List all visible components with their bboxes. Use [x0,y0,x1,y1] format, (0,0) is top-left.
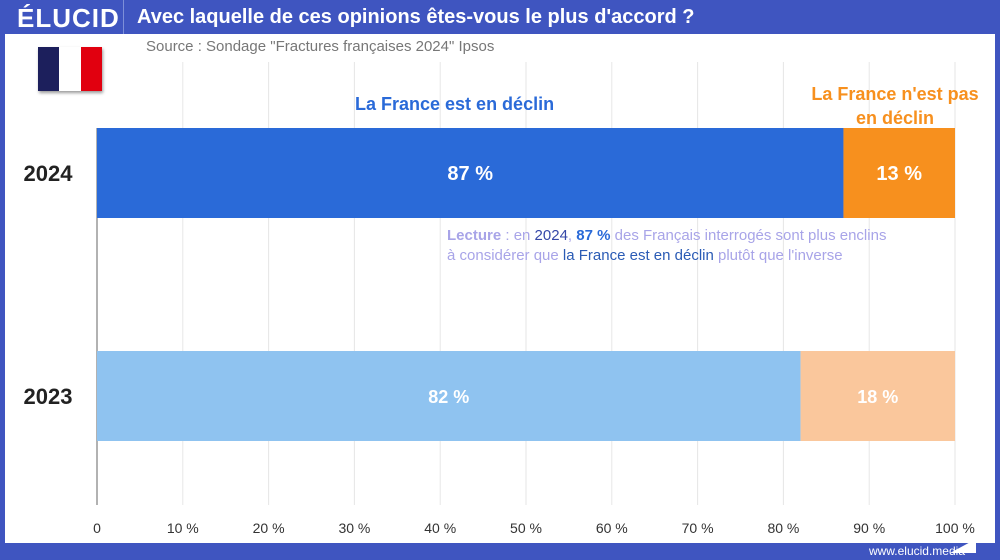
x-tick-label: 80 % [767,520,799,536]
bar-segment [97,128,844,218]
data-label: 87 % [447,163,493,185]
legend-pas-declin: La France n'est pas en déclin [811,84,979,128]
note-part: à considérer que [447,247,563,264]
x-tick-label: 90 % [853,520,885,536]
chart-panel [5,34,995,543]
data-label: 18 % [857,387,898,407]
x-tick-label: 20 % [253,520,285,536]
footer-url: www.elucid.media [868,544,965,558]
x-tick-label: 70 % [682,520,714,536]
france-flag-icon [38,47,102,91]
chart-title: Avec laquelle de ces opinions êtes-vous … [137,6,695,28]
x-tick-label: 50 % [510,520,542,536]
x-tick-label: 30 % [338,520,370,536]
x-tick-label: 100 % [935,520,975,536]
logo: ÉLUCID [17,3,120,33]
divider [123,0,124,34]
note-part: 2024 [534,227,568,244]
logo-mark-icon [950,539,976,553]
x-tick-label: 40 % [424,520,456,536]
x-tick-label: 10 % [167,520,199,536]
data-label: 82 % [428,387,469,407]
x-tick-label: 60 % [596,520,628,536]
note-part: plutôt que l'inverse [713,247,843,264]
note-part: la France est en déclin [562,247,714,264]
note-part: , [567,227,577,244]
note-part: des Français interrogés sont plus enclin… [610,227,887,244]
category-label: 2023 [24,384,73,409]
note-part: : en [501,227,535,244]
bar-segment [843,128,955,218]
legend-declin: La France est en déclin [355,94,555,114]
note-part: 87 % [576,227,611,244]
bar-segment [800,351,955,441]
note-part: Lecture [447,227,502,244]
source-text: Source : Sondage "Fractures françaises 2… [146,38,495,55]
category-label: 2024 [24,161,74,186]
x-tick-label: 0 [93,520,101,536]
reading-note: Lecture : en 2024, 87 % des Français int… [447,226,886,266]
bar-segment [97,351,801,441]
data-label: 13 % [876,163,922,185]
